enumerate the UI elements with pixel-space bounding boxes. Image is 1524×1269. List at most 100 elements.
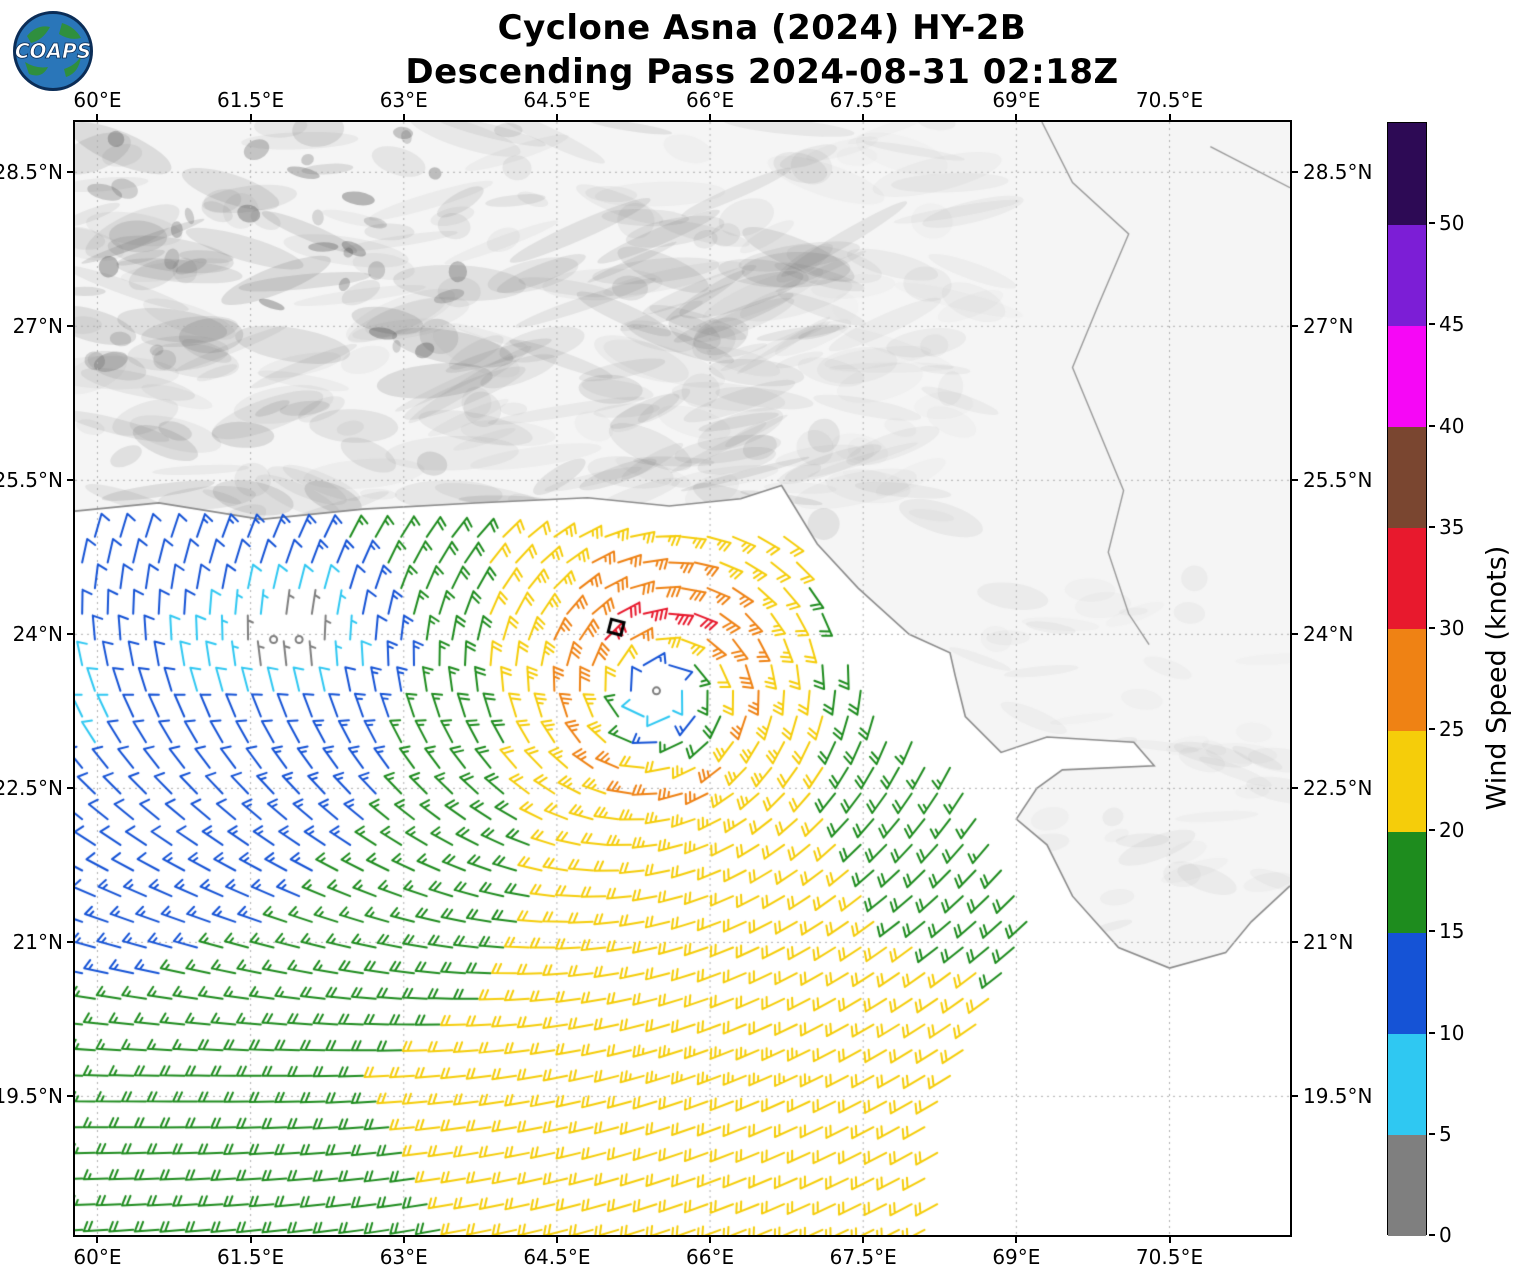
x-tick-label-top: 69°E [992, 88, 1041, 112]
colorbar-tick [1429, 222, 1435, 225]
x-tick-bottom [1168, 1236, 1171, 1243]
y-tick-left [67, 633, 74, 636]
x-tick-bottom [555, 1236, 558, 1243]
x-tick-top [96, 114, 99, 121]
colorbar-tick-label: 25 [1439, 717, 1465, 742]
y-tick-right [1291, 479, 1298, 482]
colorbar-tick-label: 35 [1439, 514, 1465, 539]
colorbar [1387, 122, 1427, 1237]
x-tick-label-bottom: 70.5°E [1135, 1245, 1204, 1269]
colorbar-tick-label: 20 [1439, 818, 1465, 843]
colorbar-tick [1429, 728, 1435, 731]
y-tick-left [67, 171, 74, 174]
colorbar-tick-label: 45 [1439, 312, 1465, 337]
x-tick-label-top: 63°E [379, 88, 428, 112]
y-tick-label-left: 25.5°N [0, 468, 63, 493]
colorbar-tick [1429, 1132, 1435, 1135]
chart-subtitle: Descending Pass 2024-08-31 02:18Z [405, 52, 1119, 92]
x-tick-label-top: 61.5°E [217, 88, 285, 112]
y-tick-label-right: 27°N [1303, 314, 1354, 339]
colorbar-segment [1388, 1033, 1426, 1136]
y-tick-label-left: 24°N [12, 622, 63, 647]
x-tick-bottom [96, 1236, 99, 1243]
x-tick-label-top: 70.5°E [1135, 88, 1204, 112]
x-tick-bottom [709, 1236, 712, 1243]
coaps-logo: COAPS [13, 11, 93, 91]
x-tick-top [1015, 114, 1018, 121]
x-tick-label-top: 64.5°E [523, 88, 591, 112]
colorbar-tick-label: 0 [1439, 1223, 1452, 1247]
y-tick-label-right: 28.5°N [1303, 160, 1373, 185]
x-tick-top [1168, 114, 1171, 121]
x-tick-bottom [249, 1236, 252, 1243]
y-tick-label-right: 24°N [1303, 622, 1354, 647]
colorbar-segment [1388, 932, 1426, 1035]
colorbar-tick [1429, 525, 1435, 528]
y-tick-label-left: 21°N [12, 930, 63, 955]
x-tick-label-bottom: 61.5°E [217, 1245, 285, 1269]
y-tick-right [1291, 633, 1298, 636]
x-tick-label-top: 67.5°E [829, 88, 897, 112]
colorbar-tick-label: 5 [1439, 1121, 1452, 1146]
colorbar-segment [1388, 527, 1426, 630]
x-tick-label-bottom: 63°E [379, 1245, 428, 1269]
x-tick-bottom [1015, 1236, 1018, 1243]
x-tick-bottom [862, 1236, 865, 1243]
y-tick-right [1291, 325, 1298, 328]
x-tick-label-bottom: 64.5°E [523, 1245, 591, 1269]
y-tick-label-right: 19.5°N [1303, 1084, 1373, 1109]
logo-continent [64, 56, 81, 77]
x-tick-label-bottom: 60°E [73, 1245, 122, 1269]
y-tick-label-right: 22.5°N [1303, 776, 1373, 801]
x-tick-top [709, 114, 712, 121]
wind-barb-map-canvas [75, 122, 1290, 1235]
colorbar-tick-label: 15 [1439, 919, 1465, 944]
colorbar-tick-label: 50 [1439, 211, 1465, 236]
y-tick-right [1291, 1095, 1298, 1098]
y-tick-left [67, 941, 74, 944]
y-tick-label-right: 25.5°N [1303, 468, 1373, 493]
y-tick-label-left: 28.5°N [0, 160, 63, 185]
logo-continent [25, 62, 48, 76]
y-tick-label-right: 21°N [1303, 930, 1354, 955]
colorbar-tick [1429, 829, 1435, 832]
colorbar-segment [1388, 831, 1426, 933]
colorbar-axis-label: Wind Speed (knots) [1481, 545, 1513, 811]
colorbar-segment [1388, 628, 1426, 731]
y-tick-left [67, 1095, 74, 1098]
colorbar-segment [1388, 730, 1426, 832]
y-tick-right [1291, 787, 1298, 790]
y-tick-left [67, 325, 74, 328]
colorbar-tick-label: 30 [1439, 615, 1465, 640]
x-tick-top [862, 114, 865, 121]
logo-text: COAPS [15, 39, 91, 63]
y-tick-right [1291, 171, 1298, 174]
colorbar-segment [1388, 325, 1426, 428]
logo-continent [59, 23, 81, 39]
colorbar-tick-label: 40 [1439, 413, 1465, 438]
colorbar-tick [1429, 323, 1435, 326]
colorbar-tick-label: 10 [1439, 1020, 1465, 1045]
x-tick-top [249, 114, 252, 121]
x-tick-top [555, 114, 558, 121]
x-tick-bottom [402, 1236, 405, 1243]
colorbar-tick [1429, 930, 1435, 933]
chart-title: Cyclone Asna (2024) HY-2B [497, 8, 1027, 48]
y-tick-label-left: 19.5°N [0, 1084, 63, 1109]
y-tick-left [67, 787, 74, 790]
y-tick-label-left: 27°N [12, 314, 63, 339]
colorbar-segment [1388, 123, 1426, 225]
y-tick-left [67, 479, 74, 482]
x-tick-label-top: 66°E [686, 88, 735, 112]
colorbar-tick [1429, 626, 1435, 629]
logo-continent [27, 26, 50, 43]
y-tick-right [1291, 941, 1298, 944]
colorbar-segment [1388, 224, 1426, 326]
x-tick-label-bottom: 69°E [992, 1245, 1041, 1269]
y-tick-label-left: 22.5°N [0, 776, 63, 801]
colorbar-tick [1429, 1234, 1435, 1236]
x-tick-label-top: 60°E [73, 88, 122, 112]
colorbar-segment [1388, 1134, 1426, 1237]
colorbar-tick [1429, 1031, 1435, 1034]
